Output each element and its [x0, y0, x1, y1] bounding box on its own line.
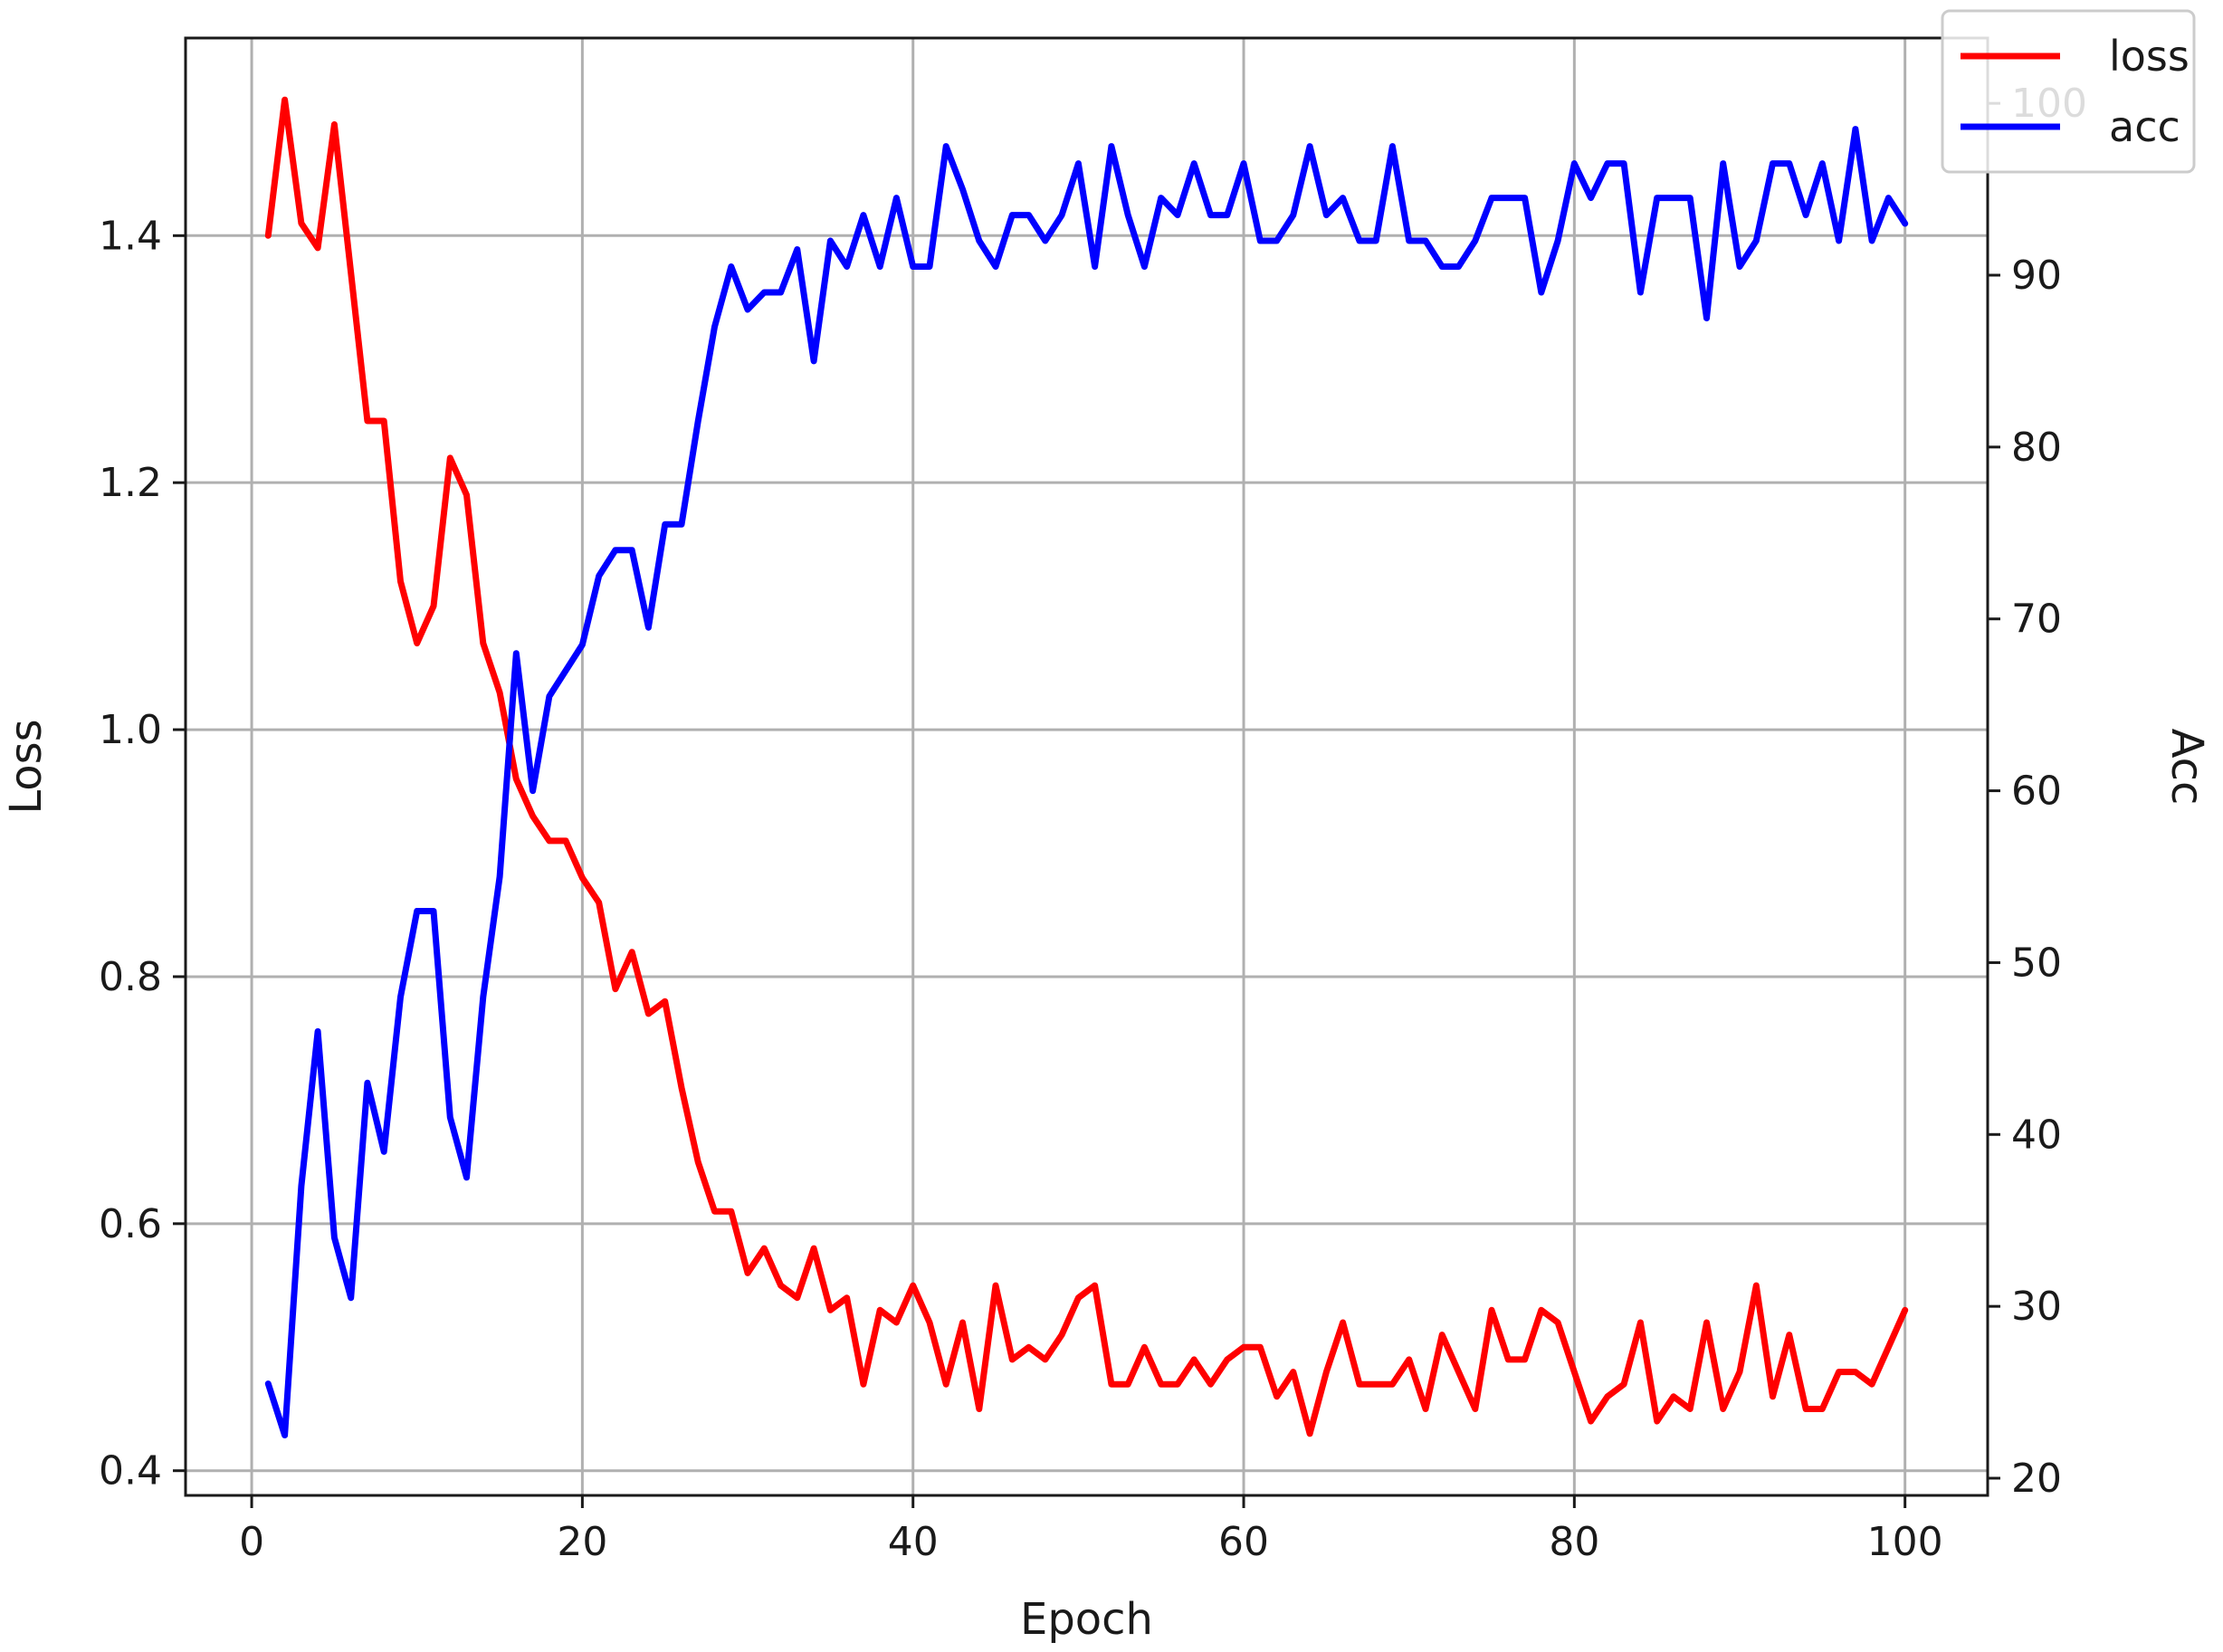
x-tick-label: 100	[1867, 1519, 1943, 1565]
y-tick-label: 0.8	[99, 954, 162, 1000]
y-axis-right: 2030405060708090100	[1988, 81, 2087, 1502]
y-tick-label: 1.4	[99, 213, 162, 259]
y2-tick-label: 60	[2011, 769, 2062, 815]
y2-tick-label: 90	[2011, 253, 2062, 299]
y2-axis-label: Acc	[2161, 729, 2212, 806]
legend-label-loss: loss	[2109, 32, 2190, 81]
x-tick-label: 0	[239, 1519, 264, 1565]
y-axis-label: Loss	[1, 719, 52, 814]
y-tick-label: 0.4	[99, 1448, 162, 1494]
series-line-loss	[264, 96, 1909, 1437]
legend-label-acc: acc	[2109, 102, 2180, 151]
y2-tick-label: 40	[2011, 1112, 2062, 1158]
x-tick-label: 60	[1218, 1519, 1269, 1565]
plot-frame	[184, 36, 1989, 1497]
y-tick-label: 1.2	[99, 460, 162, 506]
series-line-acc	[264, 126, 1909, 1438]
x-axis: 0 20 40 60 80 100	[239, 1495, 1943, 1565]
x-axis-label: Epoch	[1020, 1594, 1153, 1645]
y-tick-label: 1.0	[99, 707, 162, 753]
x-tick-label: 80	[1549, 1519, 1599, 1565]
y2-tick-label: 20	[2011, 1456, 2062, 1502]
y-axis-left: 0.4 0.6 0.8 1.0 1.2 1.4	[99, 213, 186, 1494]
legend: loss acc	[1941, 9, 2196, 174]
grid	[186, 38, 1988, 1495]
y2-tick-label: 80	[2011, 425, 2062, 471]
x-tick-label: 20	[557, 1519, 607, 1565]
legend-box	[1941, 9, 2196, 174]
y2-tick-label: 30	[2011, 1284, 2062, 1330]
y2-tick-label: 70	[2011, 597, 2062, 643]
y-tick-label: 0.6	[99, 1201, 162, 1247]
series-layer	[264, 96, 1909, 1438]
x-tick-label: 40	[888, 1519, 939, 1565]
y2-tick-label: 50	[2011, 940, 2062, 986]
